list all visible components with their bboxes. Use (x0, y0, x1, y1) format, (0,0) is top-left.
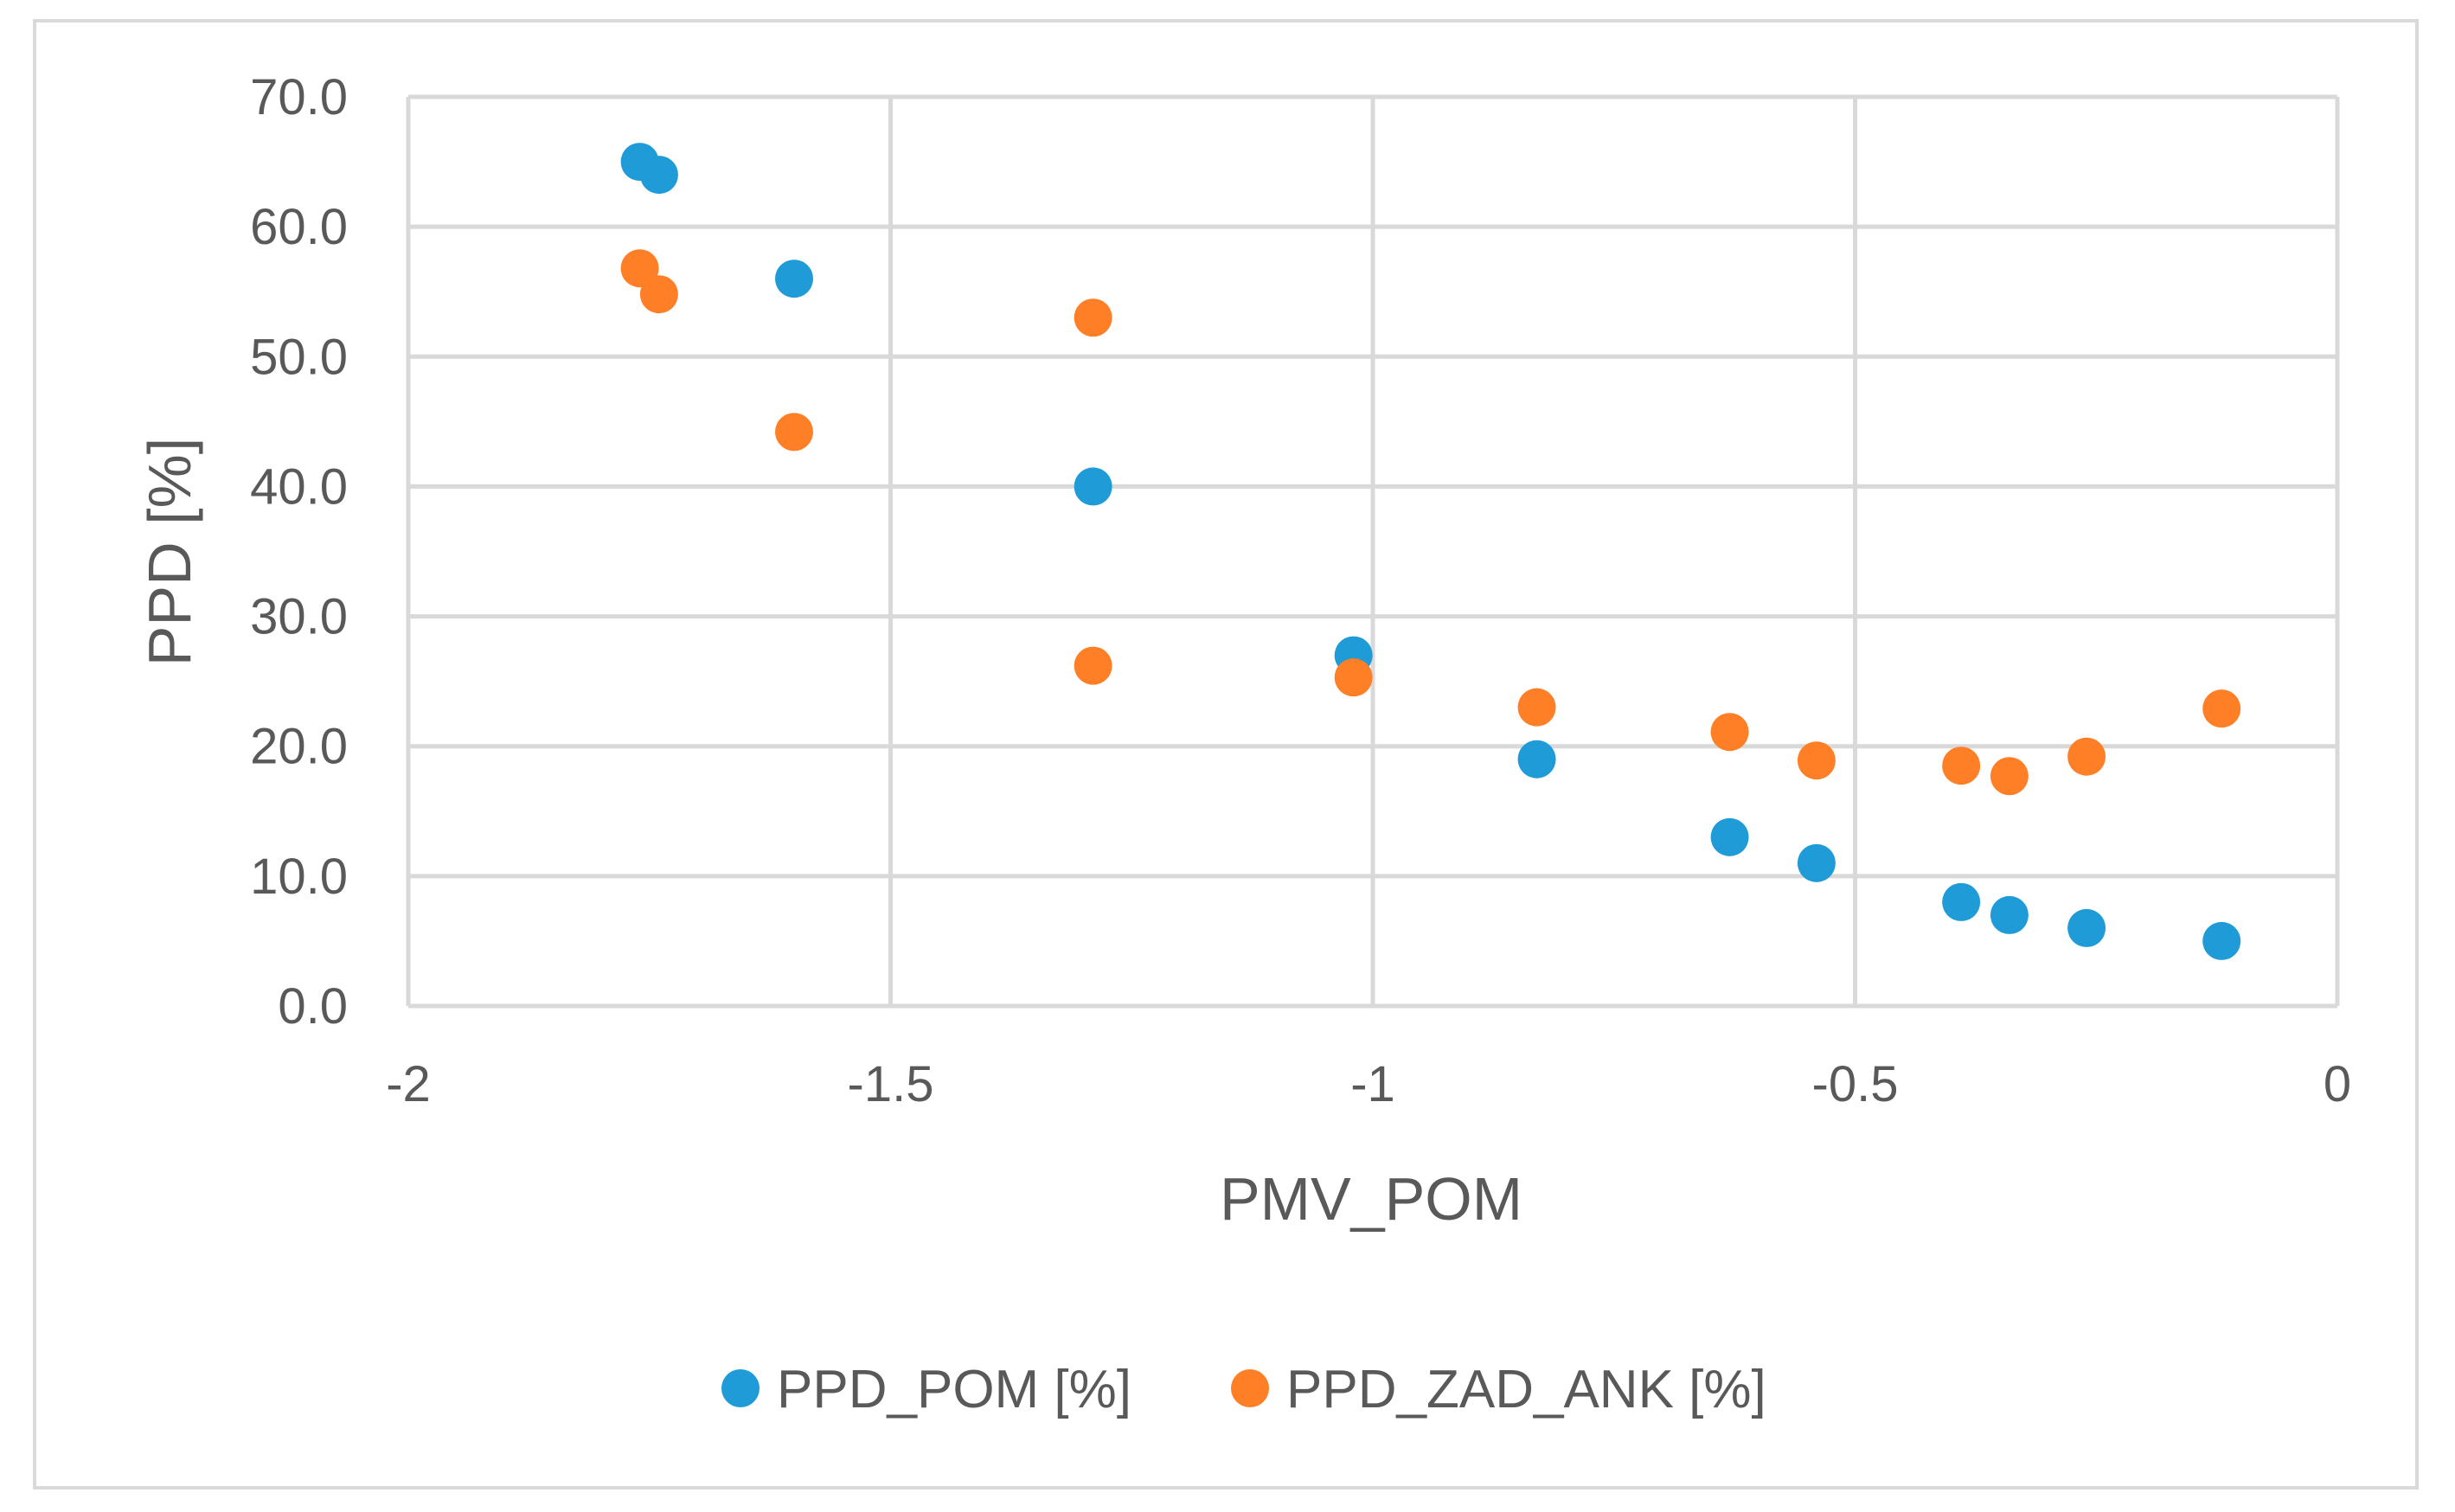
data-point (1710, 817, 1749, 856)
x-tick-label: -0.5 (1812, 1056, 1899, 1112)
legend-label: PPD_POM [%] (777, 1360, 1131, 1419)
grid (406, 94, 2340, 1009)
data-point (1074, 298, 1112, 337)
data-point (1074, 646, 1112, 685)
data-point (1710, 713, 1749, 752)
data-point (1334, 658, 1373, 697)
data-point (1990, 757, 2029, 796)
data-point (2202, 921, 2241, 960)
y-tick-label: 50.0 (250, 329, 348, 385)
data-point (2202, 689, 2241, 728)
data-point (775, 413, 813, 452)
data-point (1074, 467, 1112, 506)
y-tick-label: 10.0 (250, 849, 348, 905)
y-tick-label: 0.0 (278, 978, 348, 1035)
x-axis-title: PMV_POM (1220, 1165, 1522, 1233)
legend-marker (721, 1369, 760, 1407)
y-tick-label: 60.0 (250, 199, 348, 255)
data-point (1797, 741, 1836, 780)
legend-item: PPD_ZAD_ANK [%] (1231, 1360, 1766, 1419)
x-tick-label: 0 (2324, 1056, 2351, 1112)
x-tick-label: -1.5 (848, 1056, 934, 1112)
series-1 (620, 143, 2241, 960)
chart-frame (33, 19, 2419, 1490)
legend-item: PPD_POM [%] (721, 1360, 1131, 1419)
x-tick-label: -2 (386, 1056, 431, 1112)
y-tick-label: 20.0 (250, 719, 348, 775)
data-point (1517, 740, 1556, 778)
data-point (639, 275, 678, 314)
data-points (620, 143, 2241, 960)
x-axis-ticks: -2 -1.5 -1 -0.5 0 (386, 1056, 2351, 1112)
y-axis-title: PPD [%] (136, 438, 203, 667)
data-point (775, 259, 813, 298)
data-point (1990, 895, 2029, 934)
legend-marker (1231, 1369, 1269, 1407)
data-point (1942, 882, 1981, 921)
data-point (1797, 843, 1836, 882)
legend-label: PPD_ZAD_ANK [%] (1286, 1360, 1766, 1419)
data-point (2067, 737, 2106, 776)
y-tick-label: 70.0 (250, 69, 348, 125)
series-2 (620, 249, 2241, 796)
legend: PPD_POM [%] PPD_ZAD_ANK [%] (721, 1360, 1766, 1419)
x-tick-label: -1 (1350, 1056, 1395, 1112)
data-point (1942, 746, 1981, 785)
data-point (639, 156, 678, 195)
data-point (620, 249, 659, 288)
data-point (1517, 688, 1556, 727)
y-tick-label: 30.0 (250, 589, 348, 645)
y-axis-ticks: 0.0 10.0 20.0 30.0 40.0 50.0 60.0 70.0 (250, 69, 348, 1035)
data-point (2067, 908, 2106, 947)
y-tick-label: 40.0 (250, 458, 348, 515)
